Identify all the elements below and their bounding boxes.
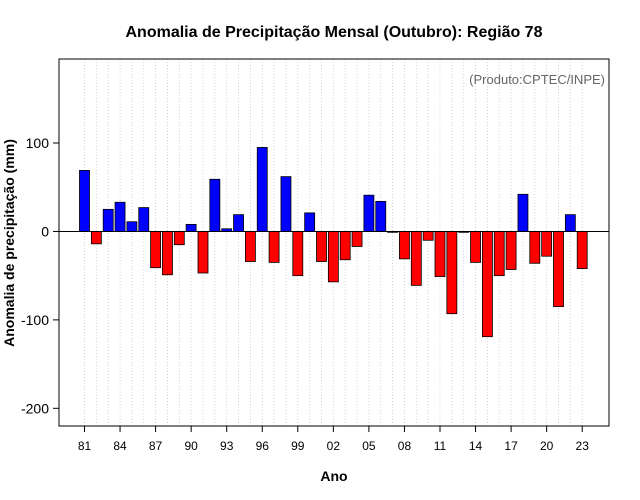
bar-1991 [197, 231, 209, 274]
bar-2010 [422, 231, 434, 241]
bar-1989 [173, 231, 185, 246]
y-tick-label: -100 [21, 312, 49, 328]
bar-2005 [363, 194, 375, 232]
bar-1997 [268, 231, 280, 263]
x-tick-label: 87 [149, 439, 163, 453]
bar-1981 [79, 170, 90, 232]
bar-2004 [351, 231, 363, 247]
bar-2017 [505, 231, 517, 270]
bar-2016 [493, 231, 505, 277]
x-tick-label: 02 [327, 439, 341, 453]
x-tick-label: 17 [504, 439, 518, 453]
bar-2000 [304, 212, 316, 232]
x-tick-label: 14 [469, 439, 483, 453]
bar-2019 [529, 231, 541, 264]
bar-1998 [280, 176, 292, 232]
bar-1996 [256, 147, 268, 232]
bar-2001 [316, 231, 327, 262]
x-tick-label: 05 [362, 439, 376, 453]
bar-1990 [185, 223, 197, 232]
bar-1984 [114, 201, 126, 232]
bar-2023 [576, 231, 588, 269]
bar-1999 [292, 231, 304, 277]
x-tick-label: 90 [184, 439, 198, 453]
bar-2012 [446, 231, 458, 315]
bar-1992 [209, 178, 221, 232]
bar-2015 [481, 231, 493, 338]
y-axis-label: Anomalia de precipitação (mm) [1, 139, 17, 347]
bar-1988 [162, 231, 173, 276]
x-tick-label: 81 [78, 439, 92, 453]
bar-2011 [434, 231, 446, 277]
bar-2018 [517, 193, 529, 232]
bar-2003 [339, 231, 351, 261]
x-axis-ticks: 81 84 87 90 93 96 99 02 05 08 11 14 17 20 23 [78, 426, 589, 453]
bar-2021 [553, 231, 564, 308]
x-tick-label: 11 [434, 439, 447, 453]
x-tick-label: 96 [256, 439, 270, 453]
bar-2022 [564, 214, 576, 232]
product-credit: (Produto:CPTEC/INPE) [469, 72, 605, 87]
bar-1986 [138, 207, 150, 232]
y-tick-label: 100 [26, 135, 50, 151]
x-axis-label: Ano [320, 468, 347, 484]
bar-series [79, 147, 588, 338]
bar-2008 [399, 231, 410, 260]
x-tick-label: 84 [113, 439, 127, 453]
y-tick-label: 0 [41, 223, 49, 239]
x-tick-label: 08 [398, 439, 412, 453]
bar-1994 [233, 214, 244, 232]
bar-1983 [102, 208, 114, 232]
bar-1985 [126, 221, 138, 232]
bar-1987 [150, 231, 162, 269]
bar-2014 [470, 231, 481, 263]
bar-2009 [410, 231, 422, 286]
bar-1995 [244, 231, 256, 262]
bar-2002 [327, 231, 339, 283]
x-tick-label: 23 [576, 439, 590, 453]
bar-2020 [541, 231, 553, 257]
x-tick-label: 99 [291, 439, 305, 453]
chart-title: Anomalia de Precipitação Mensal (Outubro… [126, 24, 543, 41]
bar-1982 [90, 231, 102, 245]
x-tick-label: 93 [220, 439, 234, 453]
plot-frame [58, 58, 610, 427]
x-tick-label: 20 [540, 439, 554, 453]
y-axis-ticks: -200 -100 0 100 [21, 135, 59, 416]
y-tick-label: -200 [21, 400, 49, 416]
bar-2006 [375, 200, 387, 232]
